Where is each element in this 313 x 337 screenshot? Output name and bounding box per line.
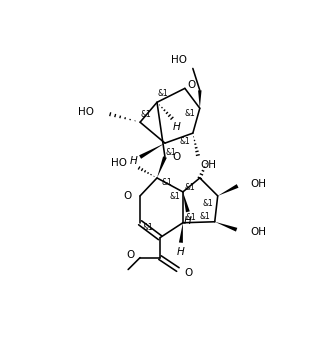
Polygon shape (139, 143, 165, 159)
Text: OH: OH (201, 160, 217, 170)
Text: &1: &1 (166, 148, 176, 157)
Text: &1: &1 (184, 183, 195, 192)
Text: &1: &1 (143, 223, 153, 232)
Text: &1: &1 (186, 213, 196, 222)
Text: OH: OH (251, 179, 267, 189)
Text: &1: &1 (158, 89, 168, 98)
Text: &1: &1 (162, 178, 172, 187)
Text: HO: HO (111, 158, 127, 168)
Polygon shape (198, 90, 202, 108)
Text: O: O (124, 191, 132, 201)
Polygon shape (183, 192, 190, 212)
Text: H: H (184, 216, 192, 226)
Text: &1: &1 (170, 192, 180, 202)
Text: HO: HO (78, 107, 94, 117)
Text: OH: OH (251, 227, 267, 237)
Text: H: H (173, 122, 181, 132)
Text: H: H (129, 156, 137, 166)
Text: HO: HO (171, 56, 187, 65)
Polygon shape (157, 156, 167, 178)
Text: &1: &1 (179, 136, 190, 146)
Text: &1: &1 (199, 212, 210, 221)
Text: &1: &1 (184, 109, 195, 118)
Text: O: O (188, 80, 196, 90)
Text: &1: &1 (141, 110, 151, 119)
Text: O: O (127, 250, 135, 259)
Polygon shape (179, 223, 183, 243)
Polygon shape (215, 222, 237, 232)
Text: O: O (184, 268, 192, 278)
Polygon shape (218, 184, 239, 196)
Text: H: H (177, 247, 185, 257)
Text: &1: &1 (203, 200, 213, 208)
Text: O: O (172, 152, 180, 162)
